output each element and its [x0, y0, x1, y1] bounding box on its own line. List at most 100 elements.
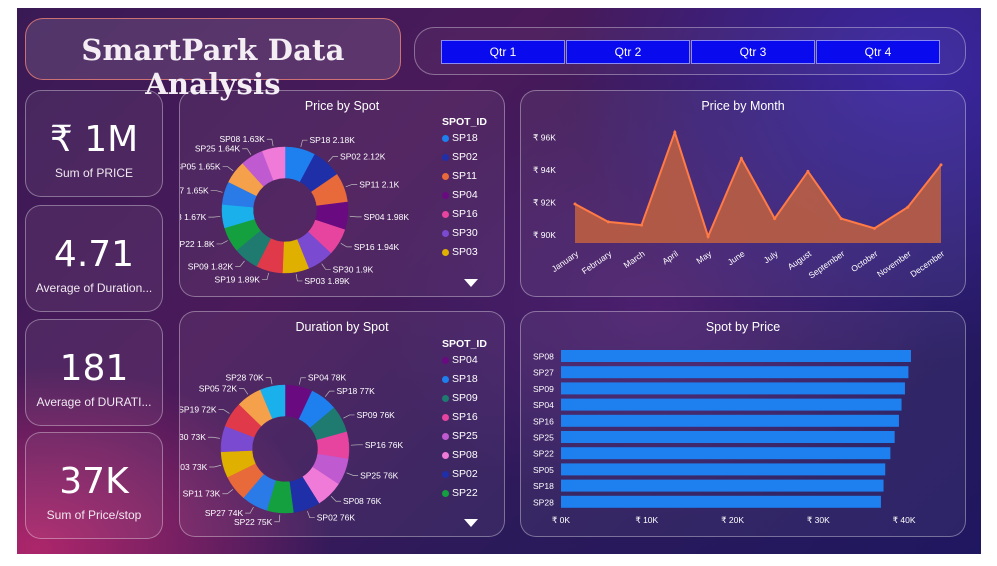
bar-sp22[interactable] [561, 447, 891, 460]
spot-by-price-bar-chart[interactable]: SP08 SP27 SP09 SP04 SP16 SP25 SP22 SP05 SP18 SP28… [521, 312, 967, 538]
x-tick-label: January [550, 248, 581, 274]
bar-sp08[interactable] [561, 350, 911, 362]
duration-by-spot-donut[interactable]: SP04 78K SP18 77K SP09 76K SP16 76K SP25 76K… [180, 312, 506, 538]
price-by-month-panel[interactable]: Price by Month ₹ 90K ₹ 92K ₹ 94K ₹ 96K Janua… [520, 90, 966, 297]
kpi-card-average-durati[interactable]: 181 Average of DURATI... [25, 319, 163, 426]
legend-item-sp04[interactable]: SP04 [442, 354, 478, 366]
kpi-card-sum-price[interactable]: ₹ 1M Sum of PRICE [25, 90, 163, 197]
legend-item-sp03[interactable]: SP03 [442, 246, 478, 258]
legend-label: SP30 [452, 227, 478, 239]
data-label: SP25 76K [360, 470, 399, 480]
y-tick-label: SP09 [533, 384, 554, 394]
qtr-4-button[interactable]: Qtr 4 [816, 40, 940, 64]
x-tick-label: December [908, 248, 946, 279]
bar-sp27[interactable] [561, 366, 909, 379]
bar-sp05[interactable] [561, 463, 886, 476]
legend-dot-icon [442, 229, 449, 237]
data-label: SP08 1.63K [219, 134, 265, 144]
leader-line [265, 377, 273, 385]
data-point[interactable] [573, 202, 577, 206]
legend-item-sp09[interactable]: SP09 [442, 392, 478, 404]
qtr-2-button[interactable]: Qtr 2 [566, 40, 690, 64]
legend-item-sp18[interactable]: SP18 [442, 132, 478, 144]
duration-by-spot-panel[interactable]: Duration by Spot SP04 78K SP18 77K SP09 76… [179, 311, 505, 537]
data-point[interactable] [773, 217, 777, 221]
data-point[interactable] [739, 156, 743, 160]
data-point[interactable] [872, 226, 876, 230]
legend-item-sp16[interactable]: SP16 [442, 411, 478, 423]
price-by-month-area-chart[interactable]: ₹ 90K ₹ 92K ₹ 94K ₹ 96K January February March… [521, 91, 967, 298]
x-tick-label: September [807, 248, 847, 280]
y-tick-label: SP16 [533, 416, 554, 426]
legend-item-sp11[interactable]: SP11 [442, 170, 477, 182]
bar-sp04[interactable] [561, 398, 902, 411]
data-point[interactable] [839, 217, 843, 221]
kpi-value: 37K [59, 461, 129, 502]
data-point[interactable] [906, 205, 910, 209]
bar-sp25[interactable] [561, 431, 895, 443]
leader-line [307, 510, 315, 519]
qtr-3-button[interactable]: Qtr 3 [691, 40, 815, 64]
scroll-down-icon[interactable] [464, 279, 478, 287]
data-label: SP22 75K [234, 517, 273, 527]
legend-dot-icon [442, 248, 449, 256]
leader-line [345, 184, 358, 188]
legend-item-sp02[interactable]: SP02 [442, 468, 478, 480]
dashboard-title: SmartPark Data Analysis [81, 33, 345, 101]
data-point[interactable] [640, 223, 644, 227]
series-line[interactable] [574, 129, 942, 240]
scroll-down-icon[interactable] [464, 519, 478, 527]
x-tick-label: June [726, 248, 747, 267]
chart-title: Price by Month [701, 99, 785, 113]
bar-sp28[interactable] [561, 495, 881, 508]
x-tick-label: July [762, 248, 781, 265]
bar-sp18[interactable] [561, 479, 884, 492]
slice-sp08[interactable] [262, 146, 286, 181]
qtr-1-button[interactable]: Qtr 1 [441, 40, 565, 64]
leader-line [207, 436, 220, 439]
x-tick-label: May [694, 248, 714, 266]
kpi-label: Sum of Price/stop [46, 508, 142, 522]
legend-dot-icon [442, 394, 449, 402]
legend-item-sp22[interactable]: SP22 [442, 487, 478, 499]
y-tick-label: SP08 [533, 352, 554, 362]
data-label: SP09 1.82K [188, 261, 234, 271]
legend-item-sp04[interactable]: SP04 [442, 189, 478, 201]
bar-sp09[interactable] [561, 382, 905, 395]
legend-item-sp02[interactable]: SP02 [442, 151, 478, 163]
data-point[interactable] [706, 234, 710, 238]
bar-sp16[interactable] [561, 414, 899, 427]
area-fill[interactable] [575, 132, 941, 243]
slice-sp28[interactable] [260, 384, 286, 419]
price-by-spot-panel[interactable]: Price by Spot SP18 2.18K SP02 2.12K SP11 2… [179, 90, 505, 297]
y-tick-label: SP04 [533, 400, 554, 410]
data-label: SP03 1.89K [304, 276, 350, 286]
legend-label: SP04 [452, 189, 478, 201]
y-tick-label: SP18 [533, 481, 554, 491]
legend-item-sp08[interactable]: SP08 [442, 449, 478, 461]
leader-line [210, 190, 223, 193]
legend-title: SPOT_ID [442, 116, 487, 128]
leader-line [261, 272, 270, 281]
legend-label: SP02 [452, 151, 478, 163]
kpi-card-average-duration[interactable]: 4.71 Average of Duration... [25, 205, 163, 312]
x-tick-label: August [786, 248, 814, 272]
legend-item-sp16[interactable]: SP16 [442, 208, 478, 220]
leader-line [330, 495, 341, 502]
leader-line [239, 388, 249, 395]
leader-line [209, 464, 222, 468]
legend-dot-icon [442, 413, 449, 421]
price-by-spot-donut[interactable]: SP18 2.18K SP02 2.12K SP11 2.1K SP04 1.98K S… [180, 91, 506, 298]
legend-item-sp30[interactable]: SP30 [442, 227, 478, 239]
spot-by-price-panel[interactable]: Spot by Price SP08 SP27 SP09 SP04 SP16 SP25 SP… [520, 311, 966, 537]
legend-item-sp18[interactable]: SP18 [442, 373, 478, 385]
data-label: SP18 2.18K [310, 135, 356, 145]
data-point[interactable] [606, 220, 610, 224]
legend-item-sp25[interactable]: SP25 [442, 430, 478, 442]
data-point[interactable] [673, 130, 677, 134]
kpi-card-sum-price-stop[interactable]: 37K Sum of Price/stop [25, 432, 163, 539]
x-tick-label: March [622, 248, 647, 270]
kpi-label: Average of Duration... [35, 281, 153, 295]
data-point[interactable] [939, 163, 943, 167]
data-point[interactable] [806, 169, 810, 173]
